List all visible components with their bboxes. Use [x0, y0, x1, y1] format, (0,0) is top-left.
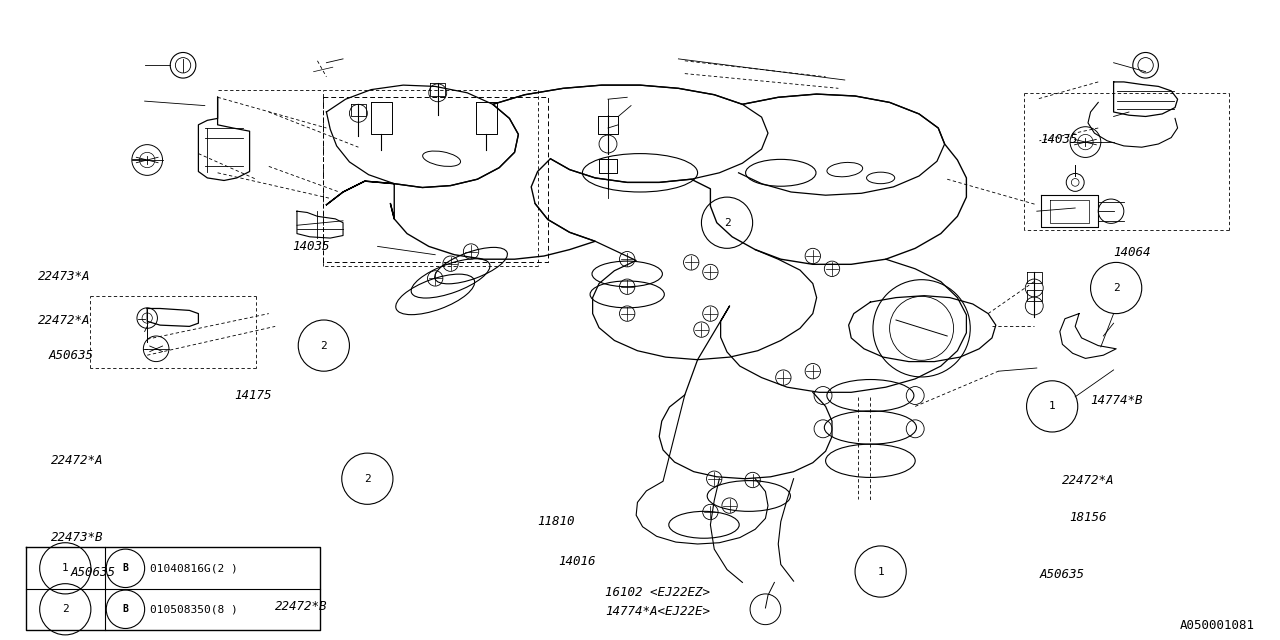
Text: 22473*B: 22473*B	[51, 531, 104, 544]
Text: A50635: A50635	[70, 566, 115, 579]
Text: B: B	[123, 563, 128, 573]
Text: 22472*A: 22472*A	[1062, 474, 1115, 486]
Text: 2: 2	[1112, 283, 1120, 293]
Text: 14035: 14035	[292, 240, 329, 253]
Text: 2: 2	[364, 474, 371, 484]
Text: 16102 <EJ22EZ>: 16102 <EJ22EZ>	[605, 586, 710, 598]
Text: 14064: 14064	[1114, 246, 1151, 259]
Text: 22472*A: 22472*A	[38, 314, 91, 326]
Text: 1: 1	[877, 566, 884, 577]
Text: 11810: 11810	[538, 515, 575, 528]
Text: 14774*A<EJ22E>: 14774*A<EJ22E>	[605, 605, 710, 618]
Text: 01040816G(2 ): 01040816G(2 )	[150, 563, 238, 573]
Text: 22472*A: 22472*A	[51, 454, 104, 467]
Text: A50635: A50635	[49, 349, 93, 362]
Text: 14175: 14175	[234, 389, 271, 402]
Text: 14774*B: 14774*B	[1091, 394, 1143, 406]
Text: 14035: 14035	[1041, 133, 1078, 146]
Text: 14016: 14016	[558, 556, 595, 568]
Text: A50635: A50635	[1039, 568, 1084, 580]
Text: 22473*A: 22473*A	[38, 270, 91, 283]
Text: 1: 1	[1048, 401, 1056, 412]
Text: A050001081: A050001081	[1179, 620, 1254, 632]
Text: 010508350(8 ): 010508350(8 )	[150, 604, 238, 614]
Text: 2: 2	[61, 604, 69, 614]
Text: 22472*B: 22472*B	[275, 600, 328, 613]
Text: 1: 1	[61, 563, 69, 573]
Text: 18156: 18156	[1069, 511, 1106, 524]
Text: B: B	[123, 604, 128, 614]
Text: 2: 2	[320, 340, 328, 351]
Text: 2: 2	[723, 218, 731, 228]
